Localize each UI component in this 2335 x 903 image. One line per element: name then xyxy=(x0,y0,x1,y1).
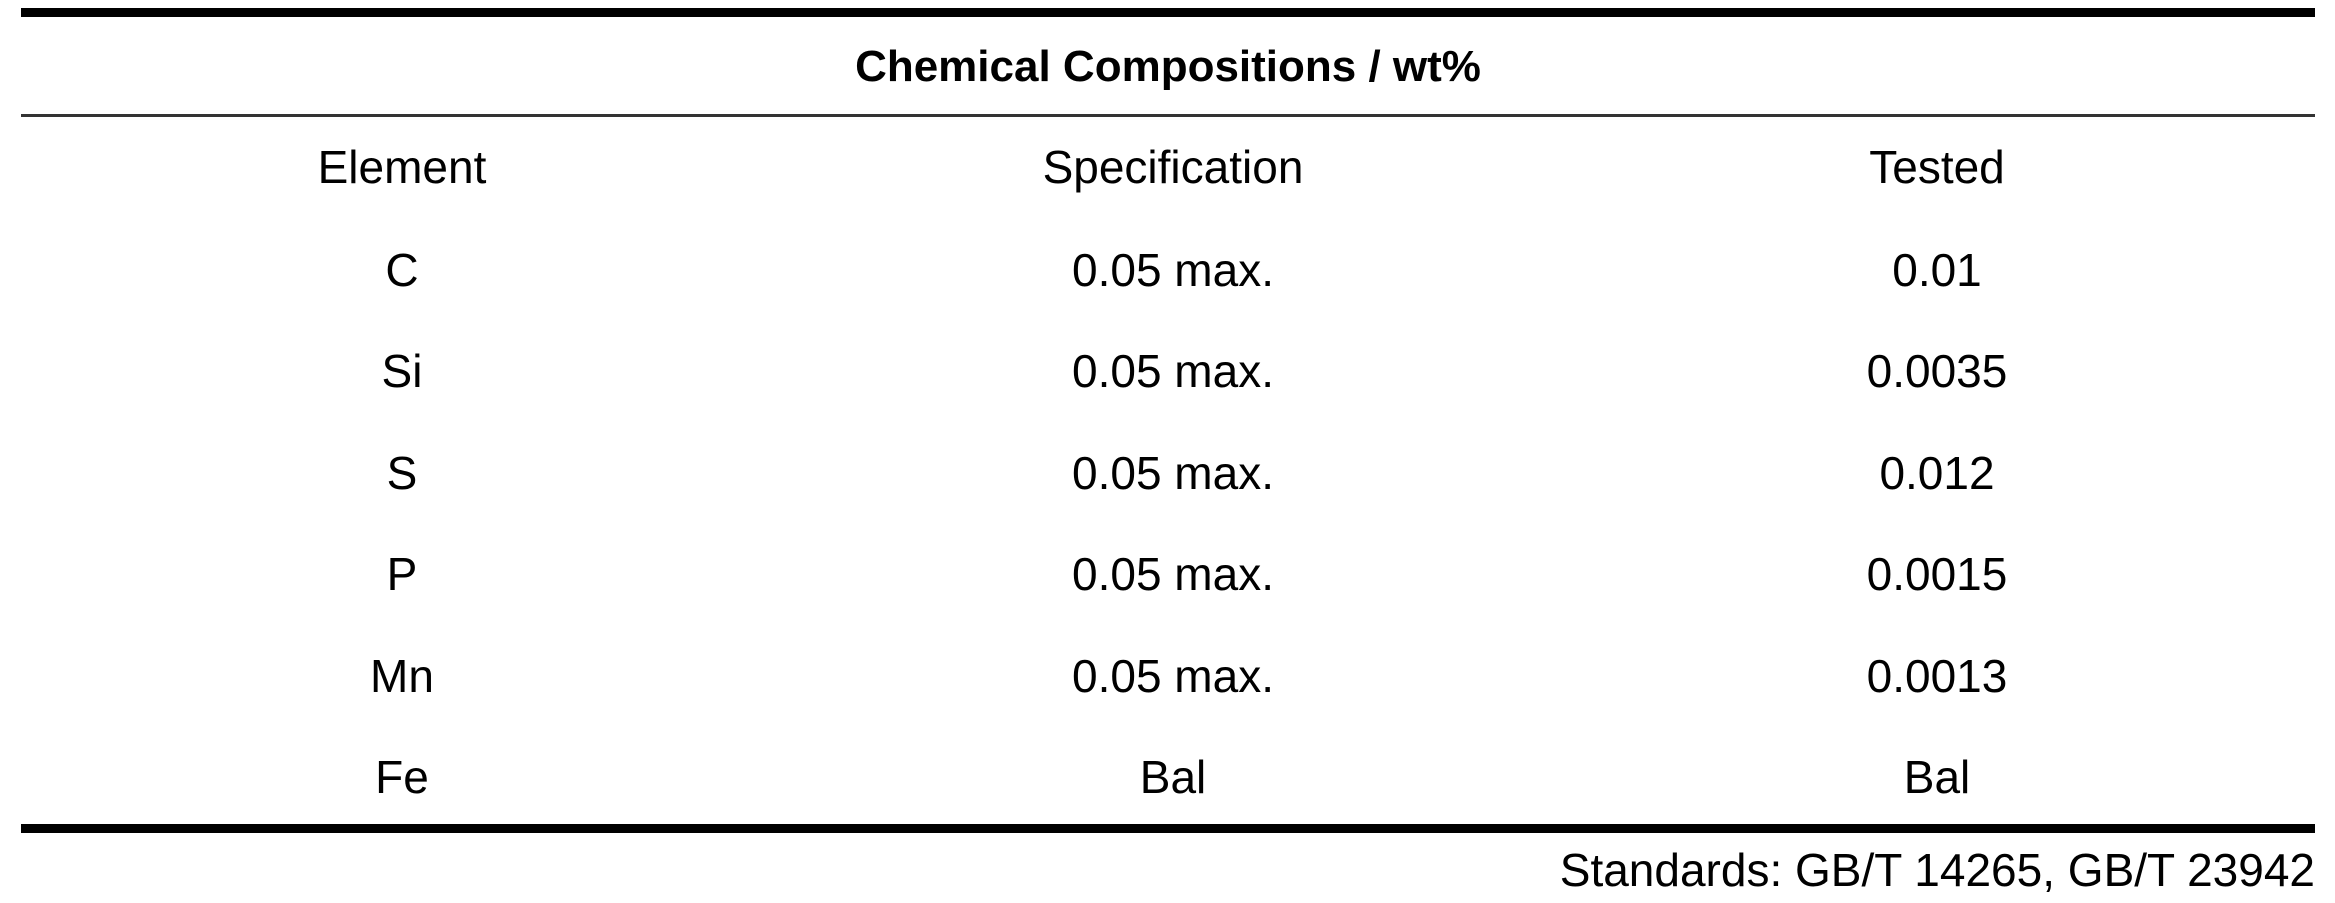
header-rule xyxy=(21,114,2315,117)
table-cell: 0.05 max. xyxy=(1072,244,1274,296)
table-cell: P xyxy=(386,548,418,601)
column-header: Element xyxy=(317,141,487,193)
table-cell: Fe xyxy=(375,751,429,803)
table-cell: Bal xyxy=(1903,751,1971,803)
table-cell: 0.01 xyxy=(1892,244,1982,296)
table-cell: Bal xyxy=(1139,751,1207,803)
top-rule xyxy=(21,8,2315,17)
column-header: Tested xyxy=(1869,141,2005,193)
table-cell: 0.05 max. xyxy=(1072,446,1274,499)
table-cell: Mn xyxy=(370,649,434,702)
table-cell: 0.05 max. xyxy=(1072,548,1274,601)
table-cell: 0.012 xyxy=(1879,446,1995,499)
column-header: Specification xyxy=(1042,141,1304,193)
table-cell: 0.0015 xyxy=(1866,548,2008,601)
bottom-rule xyxy=(21,824,2315,833)
table-title: Chemical Compositions / wt% xyxy=(855,42,1481,91)
table-cell: 0.0013 xyxy=(1866,649,2008,702)
table-cell: C xyxy=(385,244,419,296)
table-cell: 0.05 max. xyxy=(1072,345,1274,398)
table-cell: 0.05 max. xyxy=(1072,649,1274,702)
table-cell: S xyxy=(386,446,418,499)
table-cell: 0.0035 xyxy=(1866,345,2008,398)
table-cell: Si xyxy=(381,345,423,398)
table-footer: Standards: GB/T 14265, GB/T 23942 xyxy=(1559,844,2315,896)
